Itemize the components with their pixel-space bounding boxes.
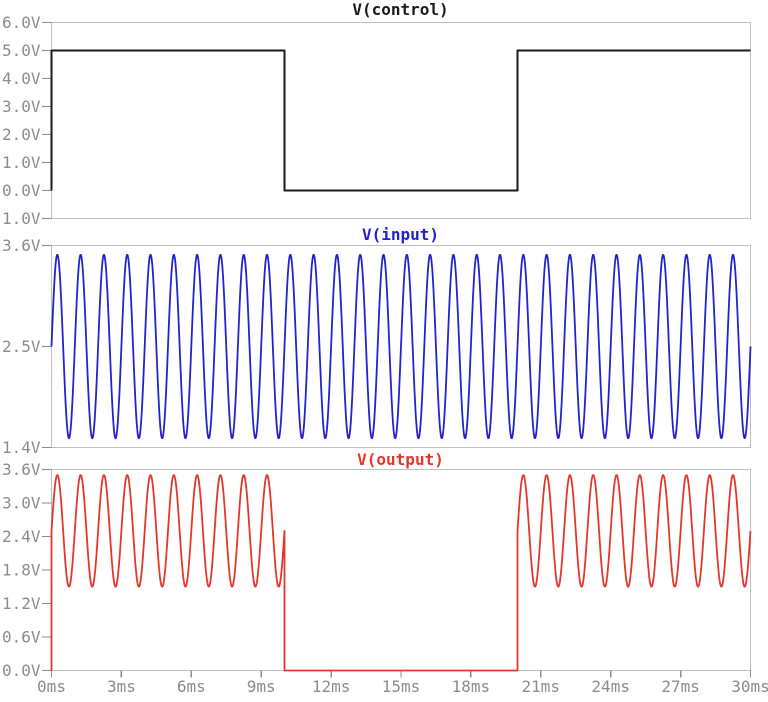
y-tick-label-v-input: 2.5V (2, 337, 41, 356)
x-tick-label: 30ms (731, 677, 768, 696)
trace-v-output (50, 474, 752, 672)
chart-title-v-input: V(input) (361, 225, 440, 244)
plot-v-control: 6.0V 5.0V 4.0V 3.0V 2.0V 1.0V 0.0V -1.0V (0, 13, 752, 228)
y-tick-label-v-control: 2.0V (2, 125, 41, 144)
x-tick-label: 12ms (312, 677, 351, 696)
y-tick-label-v-control: 6.0V (2, 13, 41, 32)
trace-v-control (50, 49, 751, 192)
x-tick-label: 15ms (382, 677, 421, 696)
x-tick-label: 3ms (107, 677, 136, 696)
chart-title-v-output: V(output) (357, 450, 444, 469)
y-tick-label-v-control: 0.0V (2, 181, 41, 200)
y-tick-label-v-control: 5.0V (2, 41, 41, 60)
x-tick-label: 0ms (37, 677, 66, 696)
y-tick-label-v-output: 1.8V (2, 561, 41, 580)
y-tick-label-v-output: 3.6V (2, 460, 41, 479)
y-tick-label-v-control: 1.0V (2, 153, 41, 172)
x-tick-label: 9ms (247, 677, 276, 696)
y-tick-label-v-control: 4.0V (2, 69, 41, 88)
y-tick-label-v-output: 0.6V (2, 628, 41, 647)
x-tick-label: 6ms (177, 677, 206, 696)
y-tick-label-v-output: 3.0V (2, 494, 41, 513)
x-tick-label: 21ms (522, 677, 561, 696)
plot-pane-v-output[interactable] (52, 470, 751, 671)
x-tick-label: 27ms (661, 677, 700, 696)
x-tick-label: 24ms (591, 677, 630, 696)
plot-v-input: 3.6V 2.5V 1.4V (2, 236, 752, 457)
y-tick-label-v-input: 1.4V (2, 438, 41, 457)
y-tick-label-v-output: 0.0V (2, 661, 41, 680)
y-tick-label-v-input: 3.6V (2, 236, 41, 255)
trace-v-input (50, 253, 752, 440)
y-tick-label-v-control: 3.0V (2, 97, 41, 116)
y-tick-label-v-output: 2.4V (2, 527, 41, 546)
chart-title-v-control: V(control) (352, 0, 449, 19)
y-tick-label-v-control: -1.0V (0, 209, 41, 228)
y-tick-label-v-output: 1.2V (2, 594, 41, 613)
x-tick-label: 18ms (452, 677, 491, 696)
plot-pane-v-control[interactable] (52, 23, 751, 219)
